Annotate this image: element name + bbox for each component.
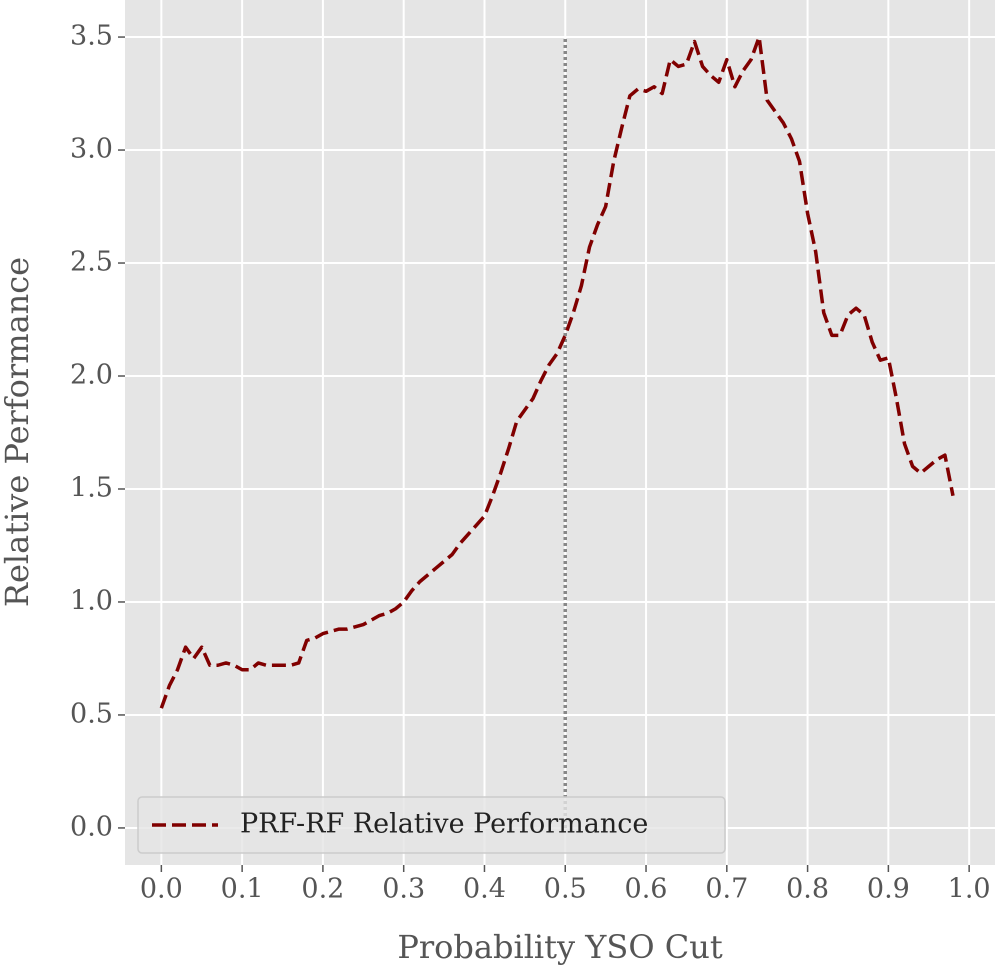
y-tick-label: 0.0 xyxy=(70,811,113,842)
legend-label: PRF-RF Relative Performance xyxy=(240,809,648,840)
y-tick-label: 2.0 xyxy=(70,360,113,391)
marks xyxy=(159,35,955,828)
x-tick-label: 1.0 xyxy=(948,874,991,905)
x-axis-label: Probability YSO Cut xyxy=(397,928,723,966)
x-tick-label: 0.7 xyxy=(705,874,748,905)
x-tick-label: 0.6 xyxy=(625,874,668,905)
y-tick-label: 1.0 xyxy=(70,585,113,616)
y-tick-label: 3.0 xyxy=(70,134,113,165)
x-tick-label: 0.2 xyxy=(301,874,344,905)
x-tick-label: 0.5 xyxy=(544,874,587,905)
y-tick-label: 1.5 xyxy=(70,472,113,503)
data-line xyxy=(159,35,955,709)
legend-box xyxy=(137,796,726,854)
y-axis-label: Relative Performance xyxy=(0,257,36,607)
y-tick-label: 3.5 xyxy=(70,21,113,52)
plot-area xyxy=(125,0,995,865)
y-tick-label: 0.5 xyxy=(70,698,113,729)
y-tick-label: 2.5 xyxy=(70,247,113,278)
x-tick-label: 0.0 xyxy=(140,874,183,905)
x-tick-label: 0.9 xyxy=(867,874,910,905)
legend: PRF-RF Relative Performance xyxy=(137,796,726,854)
x-tick-label: 0.1 xyxy=(221,874,264,905)
x-tick-label: 0.4 xyxy=(463,874,506,905)
x-tick-label: 0.3 xyxy=(382,874,425,905)
x-tick-label: 0.8 xyxy=(786,874,829,905)
